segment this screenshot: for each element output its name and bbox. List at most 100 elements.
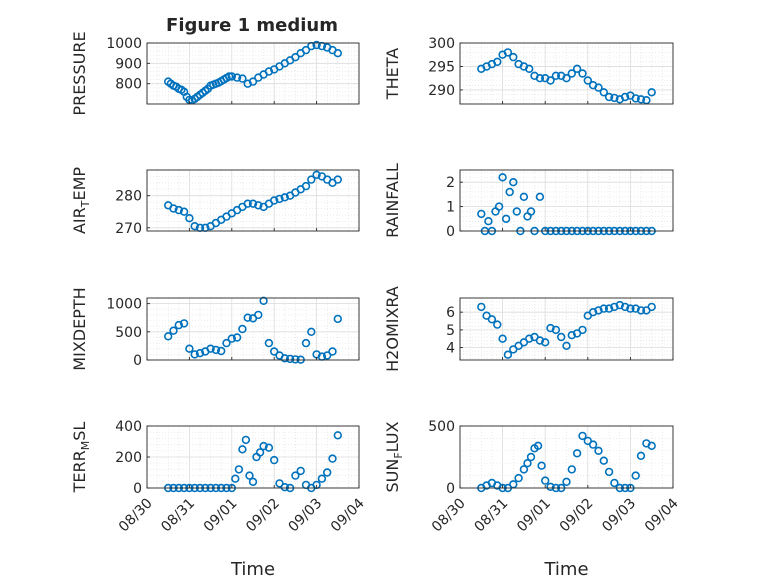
terr-msl-ytick-label: 0	[133, 481, 142, 497]
h2omixra-point	[477, 302, 486, 312]
mixdepth-ytick-label: 500	[115, 325, 142, 341]
sun-flux-point	[631, 471, 640, 480]
mixdepth-ytick-label: 0	[133, 353, 142, 369]
mixdepth-point	[164, 332, 173, 341]
sun-flux-point	[604, 467, 614, 477]
air-temp-point	[174, 205, 184, 215]
terr-msl-ytick-label: 400	[115, 419, 142, 435]
terr-msl-point	[317, 474, 327, 483]
h2omixra-point	[556, 332, 566, 342]
mixdepth-point	[179, 319, 189, 328]
h2omixra-point	[599, 304, 608, 313]
h2omixra-ytick-label: 4	[446, 341, 455, 357]
rainfall-point	[494, 202, 504, 211]
h2omixra-point	[588, 308, 598, 317]
h2omixra-point	[503, 350, 513, 359]
air-temp-point	[312, 170, 321, 180]
sun-flux-point	[537, 461, 546, 470]
terr-msl-xtick-label: 09/03	[286, 495, 326, 535]
sun-flux-point	[540, 476, 550, 485]
sun-flux-xtick-label: 09/01	[514, 495, 554, 535]
theta-ytick-label: 300	[428, 36, 455, 52]
theta-point	[631, 94, 640, 103]
mixdepth-point	[195, 349, 205, 358]
terr-msl-point	[234, 465, 244, 474]
h2omixra-point	[551, 325, 561, 335]
h2omixra-point	[610, 302, 619, 312]
h2omixra-point	[562, 341, 571, 350]
rainfall-ytick-label: 1	[446, 200, 455, 216]
h2omixra-ytick-label: 5	[446, 323, 455, 339]
sun-flux-point	[594, 446, 603, 455]
terr-msl-point	[270, 455, 279, 465]
h2omixra-point	[631, 304, 640, 313]
h2omixra-ytick-label: 6	[446, 305, 455, 321]
terr-msl-point	[241, 435, 251, 445]
theta-point	[551, 71, 561, 81]
h2omixra-panel: 4 5 6 H2OMIXRA	[383, 286, 674, 372]
h2omixra-point	[578, 325, 587, 335]
theta-point	[610, 93, 619, 103]
air-temp-point	[307, 175, 316, 184]
mixdepth-point	[238, 324, 247, 334]
h2omixra-point	[604, 304, 614, 313]
pressure-ytick-label: 800	[115, 77, 142, 93]
theta-point	[594, 83, 603, 92]
h2omixra-point	[647, 302, 656, 312]
air-temp-point	[301, 181, 311, 191]
mixdepth-point	[270, 347, 279, 356]
terr-msl-xtick-label: 09/04	[328, 495, 368, 535]
mixdepth-point	[333, 314, 342, 324]
mixdepth-point	[243, 313, 252, 322]
air-temp-point	[280, 193, 289, 202]
pressure-point	[227, 72, 237, 81]
terr-msl-point	[275, 479, 284, 488]
air-temp-ytick-label: 280	[115, 189, 142, 205]
h2omixra-point	[636, 306, 646, 315]
sun-flux-point	[610, 478, 619, 488]
theta-point	[562, 73, 571, 83]
air-temp-point	[185, 214, 194, 223]
sun-flux-axes-box	[459, 425, 674, 489]
theta-ytick-label: 295	[428, 59, 455, 75]
air-temp-point	[169, 204, 178, 213]
air-temp-axes-box	[146, 169, 360, 232]
rainfall-axes-box	[459, 169, 674, 232]
sun-flux-point	[599, 456, 608, 465]
terr-msl-xlabel: Time	[230, 559, 275, 580]
terr-msl-point	[323, 468, 332, 477]
sun-flux-xtick-label: 08/31	[472, 495, 512, 535]
rainfall-point	[505, 187, 514, 197]
h2omixra-point	[535, 336, 545, 345]
mixdepth-point	[169, 326, 178, 335]
h2omixra-point	[626, 304, 635, 313]
terr-msl-xtick-label: 09/01	[201, 495, 241, 535]
sun-flux-point	[572, 449, 582, 458]
rainfall-point	[501, 214, 511, 224]
air-temp-point	[179, 207, 189, 216]
mixdepth-point	[222, 338, 231, 348]
mixdepth-point	[285, 354, 295, 364]
sun-flux-point	[588, 440, 598, 449]
h2omixra-point	[487, 315, 497, 324]
theta-point	[647, 88, 656, 97]
mixdepth-ytick-label: 1000	[106, 297, 142, 313]
h2omixra-point	[615, 300, 624, 310]
sun-flux-point	[562, 477, 571, 486]
theta-point	[583, 76, 592, 85]
mixdepth-point	[254, 310, 263, 320]
h2omixra-point	[524, 334, 534, 343]
theta-axes-box	[459, 42, 674, 105]
mixdepth-point	[301, 338, 311, 348]
pressure-point	[333, 48, 342, 58]
terr-msl-point	[238, 445, 247, 454]
sun-flux-xtick-label: 09/04	[642, 495, 682, 535]
pressure-panel: 800 900 1000 PRESSURE	[70, 31, 360, 116]
terr-msl-point	[259, 441, 268, 451]
mixdepth-point	[217, 346, 226, 356]
rainfall-point	[498, 173, 507, 182]
sun-flux-point	[514, 473, 523, 483]
air-temp-point	[333, 175, 342, 184]
theta-panel: 290 295 300 THETA	[383, 36, 674, 105]
